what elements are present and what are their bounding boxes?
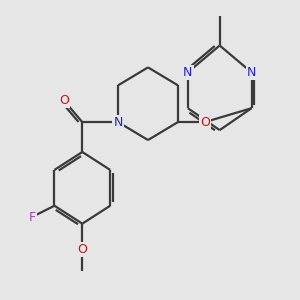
Text: N: N xyxy=(247,66,256,79)
Text: N: N xyxy=(183,66,193,79)
Text: F: F xyxy=(29,211,36,224)
Text: O: O xyxy=(200,116,210,129)
Text: O: O xyxy=(59,94,69,107)
Text: N: N xyxy=(113,116,123,129)
Text: O: O xyxy=(77,243,87,256)
